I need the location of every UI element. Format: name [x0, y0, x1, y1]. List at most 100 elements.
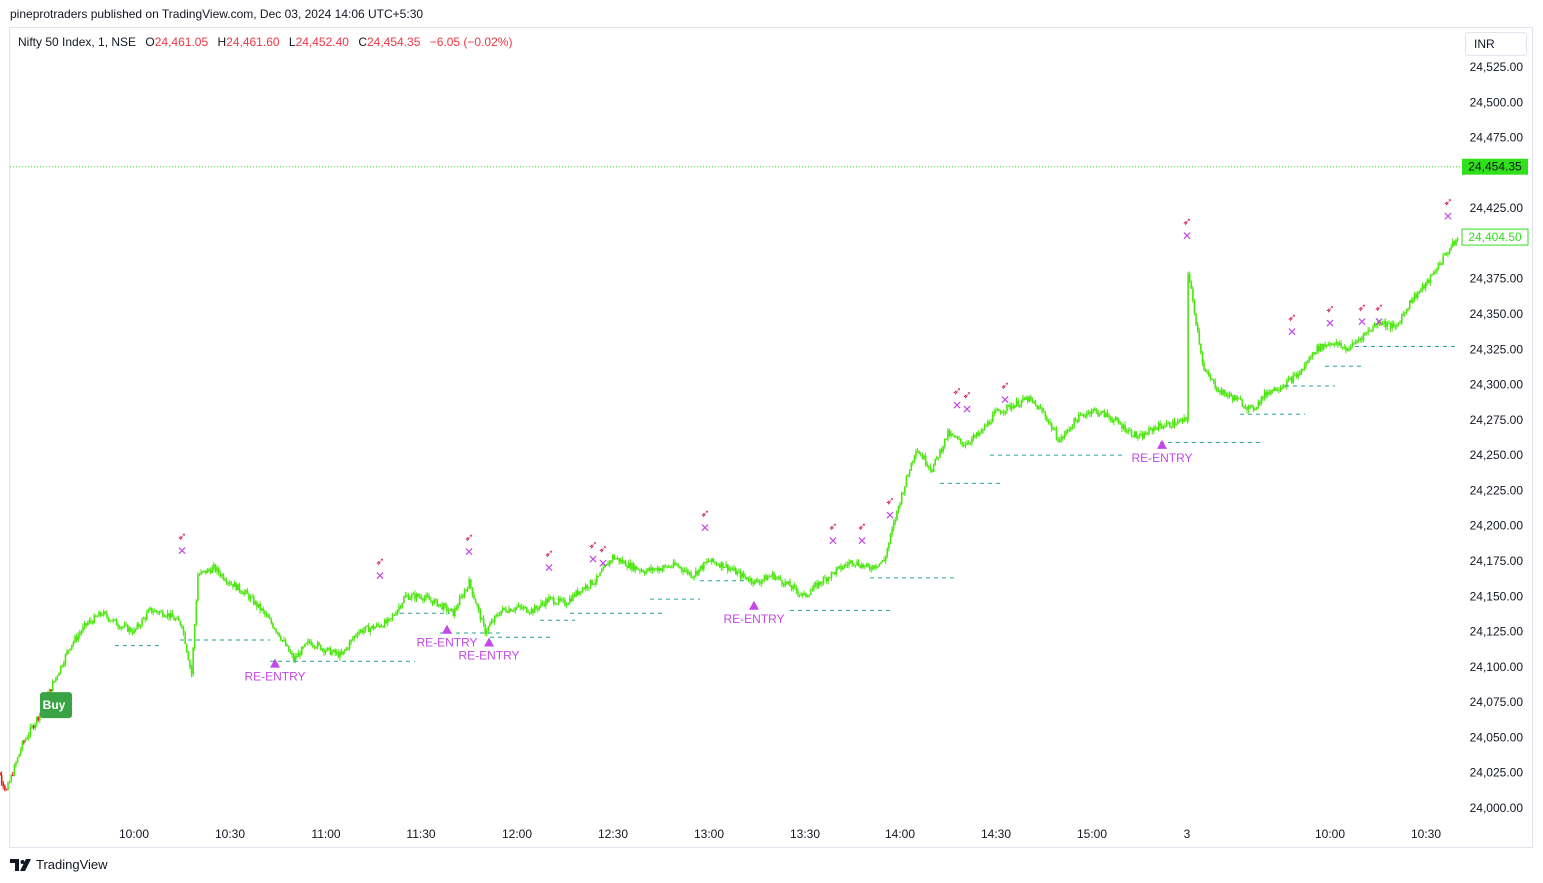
candle-body [233, 582, 236, 588]
reentry-triangle-icon [484, 637, 494, 647]
candle-body [35, 717, 38, 724]
high-value: 24,461.60 [226, 35, 280, 49]
candle-body [883, 560, 885, 562]
candle-body [912, 461, 914, 463]
candle-body [1172, 420, 1174, 428]
candle-body [830, 572, 833, 578]
candle-body [462, 595, 464, 598]
candle-body [556, 603, 558, 605]
candle-body [1036, 404, 1039, 410]
candle-body [414, 593, 416, 600]
candle-body [805, 593, 807, 597]
candle-body [1095, 409, 1098, 411]
candle-body [1094, 409, 1096, 411]
candle-body [364, 626, 367, 631]
candle-body [1332, 343, 1334, 346]
candle-body [655, 568, 657, 570]
rocket-icon: ➶ [1182, 215, 1191, 228]
candle-body [806, 595, 809, 597]
candle-body [1184, 417, 1187, 419]
candle-body [168, 613, 171, 618]
candle-body [859, 565, 862, 568]
candle-body [15, 762, 17, 766]
candle-body [896, 510, 898, 520]
candle-body [596, 575, 598, 582]
candle-body [149, 607, 151, 610]
rocket-icon: ➶ [1374, 301, 1383, 314]
candle-body [618, 558, 621, 562]
candle-body [723, 566, 726, 568]
candle-body [484, 624, 486, 635]
candle-body [106, 613, 108, 618]
candle-body [722, 562, 724, 568]
candle-body [1246, 407, 1248, 410]
candle-body [696, 570, 699, 575]
candle-body [915, 451, 917, 456]
x-tick-label: 10:00 [119, 827, 149, 841]
candle-body [666, 566, 668, 568]
candle-body [1313, 352, 1315, 355]
candle-body [90, 620, 92, 622]
candle-body [642, 570, 645, 573]
candle-body [58, 672, 60, 676]
candle-body [709, 561, 711, 563]
candle-body [1003, 412, 1005, 414]
candle-body [545, 599, 547, 606]
candle-body [1413, 294, 1416, 300]
candle-body [1238, 397, 1240, 399]
candle-body [584, 585, 587, 590]
candle-body [782, 583, 785, 586]
candle-body [1351, 342, 1354, 347]
candle-body [288, 645, 290, 652]
candle-body [337, 652, 340, 658]
rocket-icon: ➶ [1357, 301, 1366, 314]
candle-body [1420, 289, 1422, 292]
candle-body [1233, 395, 1236, 401]
candle-body [21, 741, 24, 750]
candle-body [446, 605, 448, 612]
y-tick-label: 24,000.00 [1470, 801, 1524, 815]
symbol-label[interactable]: Nifty 50 Index, 1, NSE [18, 35, 137, 49]
candle-body [771, 572, 774, 577]
candle-body [18, 754, 21, 758]
candle-body [439, 603, 442, 605]
candle-body [888, 542, 890, 549]
close-value: 24,454.35 [366, 35, 421, 49]
candle-body [1426, 280, 1429, 283]
candle-body [730, 568, 732, 570]
candle-body [942, 446, 945, 452]
candle-body [993, 411, 996, 415]
candle-body [632, 563, 635, 571]
candle-body [538, 605, 541, 610]
candle-body [409, 597, 411, 600]
candle-body [505, 609, 507, 612]
candle-body [87, 622, 89, 625]
y-tick-label: 24,475.00 [1470, 131, 1524, 145]
candle-body [1391, 323, 1394, 329]
tradingview-logo[interactable]: TradingView [10, 857, 108, 872]
candle-body [969, 442, 972, 444]
candle-body [688, 572, 691, 574]
y-tick-label: 24,050.00 [1470, 730, 1524, 744]
candle-body [699, 565, 702, 569]
candle-body [1270, 389, 1272, 394]
candle-body [1204, 370, 1207, 372]
candle-body [1198, 330, 1201, 344]
candle-body [1399, 322, 1401, 324]
candle-body [1326, 344, 1328, 347]
candle-body [1004, 410, 1007, 413]
candle-body [206, 569, 209, 574]
candle-body [959, 438, 962, 442]
candle-body [701, 565, 704, 570]
currency-selector[interactable]: INR [1465, 32, 1527, 56]
candle-body [1241, 400, 1244, 407]
candle-body [1377, 321, 1379, 326]
candle-body [374, 626, 376, 629]
candle-body [498, 615, 501, 617]
candle-body [193, 624, 196, 648]
candle-body [123, 624, 126, 627]
candle-body [511, 610, 514, 612]
candle-body [476, 603, 479, 606]
candle-body [487, 626, 490, 632]
